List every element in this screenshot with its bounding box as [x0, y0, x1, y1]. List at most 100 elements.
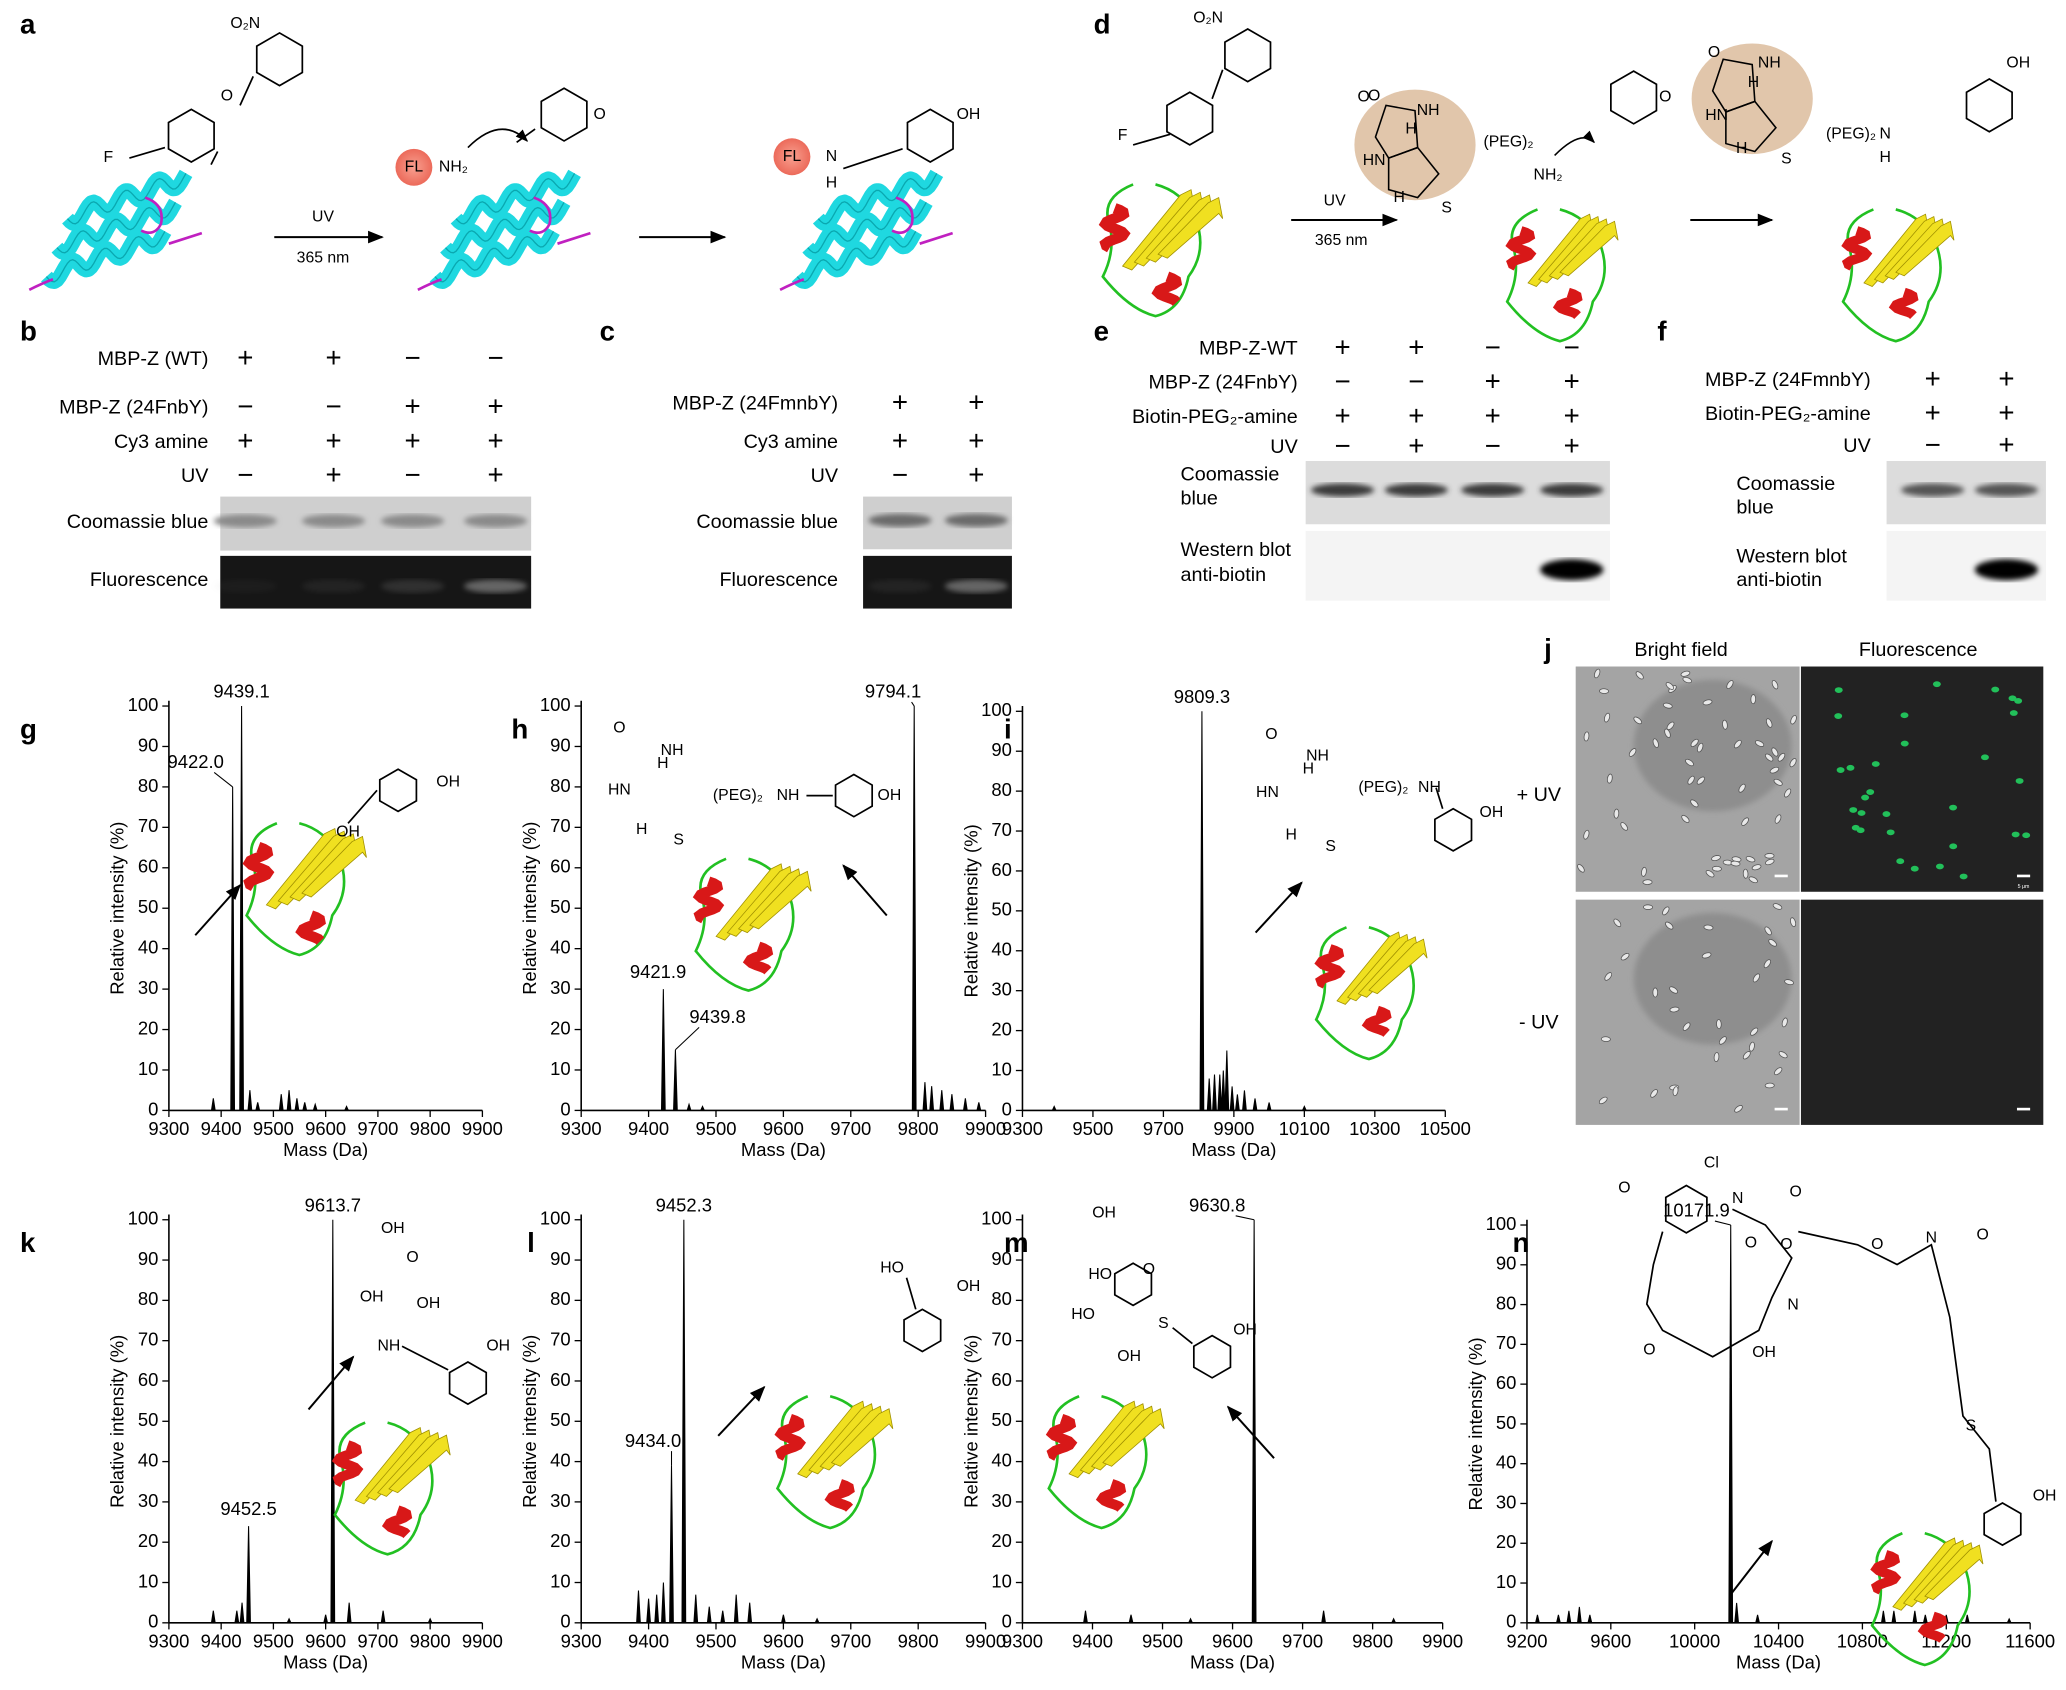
peak: [1556, 1614, 1561, 1623]
peak: [814, 1617, 820, 1624]
structure-label: S: [1966, 1418, 1977, 1435]
cell: [1754, 740, 1765, 747]
cell: [1763, 959, 1771, 969]
y-tick-label: 70: [550, 1329, 571, 1350]
y-tick-label: 70: [138, 1329, 159, 1350]
cell: [1662, 906, 1670, 916]
structure-label: H: [1393, 189, 1404, 206]
structure-label: NH: [1758, 54, 1781, 71]
y-tick-label: 90: [138, 1248, 159, 1269]
gel-band: [944, 579, 1008, 593]
y-axis-label: Relative intensity (%): [960, 824, 981, 997]
peak: [230, 786, 236, 1111]
sign: −: [1564, 331, 1580, 362]
cell: [1789, 758, 1797, 768]
y-tick-label: 20: [138, 1530, 159, 1551]
sign: −: [892, 459, 908, 490]
panel-letter: h: [511, 713, 528, 744]
cell: [1751, 864, 1762, 871]
structure-label: N: [1926, 1229, 1937, 1246]
structure-label: O: [1659, 89, 1671, 106]
sign: +: [405, 425, 421, 456]
panel-letter: c: [600, 316, 615, 347]
structure-label: NH: [1306, 747, 1329, 764]
structure-label: OH: [1480, 804, 1504, 821]
cell: [1781, 1017, 1788, 1028]
x-tick-label: 9900: [1422, 1630, 1463, 1651]
ring: [1166, 91, 1214, 146]
structure-label: Cl: [1704, 1154, 1719, 1171]
ring: [1113, 1262, 1153, 1307]
peak: [346, 1602, 352, 1623]
ring: [1192, 1334, 1232, 1379]
cell: [1750, 1027, 1759, 1036]
cell: [1716, 1019, 1722, 1030]
y-axis-label: Relative intensity (%): [519, 1335, 540, 1508]
fluorescent-cell: [2011, 831, 2020, 838]
x-tick-label: 9700: [830, 1118, 871, 1139]
sign: −: [237, 459, 253, 490]
peak: [1128, 1614, 1134, 1623]
cell: [1764, 926, 1772, 936]
y-tick-label: 10: [991, 1058, 1012, 1079]
y-tick-label: 50: [1496, 1412, 1517, 1433]
panel-letter: n: [1512, 1227, 1529, 1258]
cell: [1722, 719, 1728, 730]
peak-label: 9630.8: [1189, 1194, 1245, 1215]
peak: [661, 1582, 666, 1623]
cell: [1577, 864, 1585, 873]
lane-label: Coomassie blue: [696, 511, 838, 533]
structure-label: NH₂: [439, 158, 468, 175]
cell: [1752, 973, 1761, 983]
shade: [1633, 679, 1792, 812]
lane-label: Coomassie: [1181, 464, 1280, 486]
y-tick-label: 0: [560, 1611, 570, 1632]
gel-band: [868, 579, 932, 593]
x-tick-label: 10500: [1420, 1118, 1471, 1139]
fluorescent-cell: [1836, 767, 1845, 773]
cell: [1738, 783, 1746, 793]
cell: [1620, 822, 1628, 831]
y-tick-label: 50: [138, 896, 159, 917]
structure-label: H: [657, 755, 668, 772]
gel-band: [1310, 483, 1375, 497]
panel-letter: j: [1543, 633, 1552, 664]
y-tick-label: 40: [138, 937, 159, 958]
structure-label: HO: [1088, 1266, 1112, 1283]
gel-band: [1540, 559, 1604, 581]
cell: [1669, 1006, 1680, 1013]
helix-edge: [455, 173, 576, 225]
bond: [347, 789, 378, 824]
y-tick-label: 80: [138, 775, 159, 796]
y-tick-label: 0: [560, 1098, 570, 1119]
strand: [749, 870, 812, 930]
ring: [1965, 78, 2013, 133]
x-tick-label: 9400: [201, 1630, 242, 1651]
x-tick-label: 9800: [410, 1630, 451, 1651]
peak: [747, 1602, 753, 1623]
structure-label: (PEG)₂: [1484, 133, 1534, 150]
bond: [1211, 69, 1224, 100]
y-tick-label: 60: [138, 1369, 159, 1390]
peak: [1734, 1602, 1739, 1623]
peak: [330, 1219, 336, 1623]
peak: [1199, 711, 1205, 1111]
lane-label: anti-biotin: [1736, 569, 1822, 591]
panel-letter: m: [1004, 1227, 1029, 1258]
cell: [1711, 855, 1721, 862]
sign: +: [1925, 397, 1941, 428]
y-tick-label: 90: [550, 734, 571, 755]
gel-band: [301, 514, 366, 528]
peak: [1577, 1606, 1582, 1623]
arrow: [307, 1355, 355, 1411]
sign: +: [325, 425, 341, 456]
alpha-helix: [242, 842, 275, 892]
sign: +: [1998, 363, 2014, 394]
x-axis-label: Mass (Da): [283, 1139, 368, 1160]
y-tick-label: 90: [1496, 1253, 1517, 1274]
y-tick-label: 20: [550, 1017, 571, 1038]
scheme-arrows: [194, 213, 1774, 1595]
row-label: MBP-Z (WT): [98, 348, 209, 370]
peak: [302, 1102, 308, 1111]
bond: [210, 151, 219, 166]
